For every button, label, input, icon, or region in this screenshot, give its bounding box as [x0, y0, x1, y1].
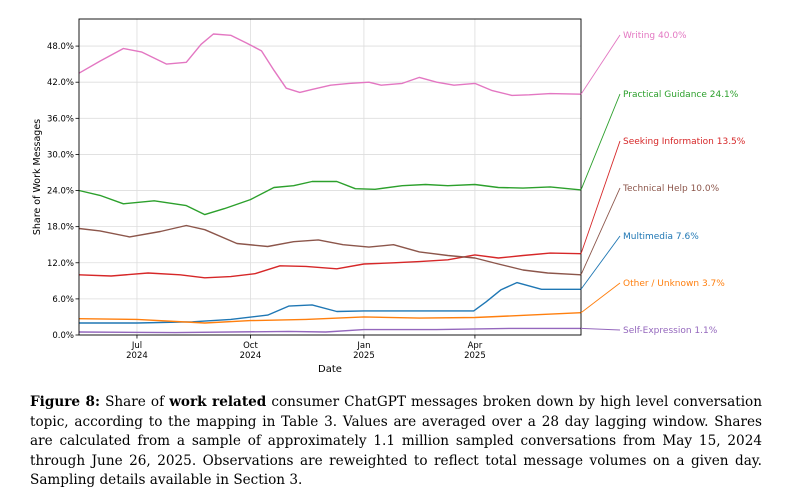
x-tick-label-year: 2025 [464, 351, 486, 361]
x-tick-label-year: 2025 [353, 351, 375, 361]
series-end-label: Practical Guidance 24.1% [623, 90, 739, 100]
caption-bold-text: work related [169, 394, 267, 410]
y-tick-label: 12.0% [47, 259, 74, 269]
series-end-label: Technical Help 10.0% [622, 184, 720, 194]
x-tick-label-month: Jan [356, 341, 370, 351]
caption-figure-label: Figure 8: [30, 394, 100, 410]
caption-text-before: Share of [100, 394, 170, 410]
series-lines [78, 33, 582, 334]
y-axis: 0.0% 6.0% 12.0% 18.0% 24.0% 30.0% 36.0% 42.0% 48… [47, 42, 79, 341]
line-chart: 0.0% 6.0% 12.0% 18.0% 24.0% 30.0% 36.0% 42.0% 48… [32, 18, 746, 375]
series-line-other-unknown [78, 312, 582, 324]
series-line-writing [78, 33, 582, 97]
series-line-technical-help [78, 224, 582, 276]
series-line-seeking-information [78, 252, 582, 279]
y-tick-label: 24.0% [47, 187, 74, 197]
leader-line [580, 282, 621, 314]
y-axis-label: Share of Work Messages [32, 119, 43, 235]
y-tick-label: 18.0% [47, 223, 74, 233]
series-end-label: Writing 40.0% [623, 31, 687, 41]
series-end-label: Other / Unknown 3.7% [623, 279, 725, 289]
leader-line [580, 235, 621, 290]
series-line-multimedia [79, 281, 581, 324]
series-end-label: Self-Expression 1.1% [623, 326, 718, 336]
series-end-label: Seeking Information 13.5% [623, 137, 746, 147]
series-line-practical-guidance [78, 180, 582, 216]
series-end-labels: Writing 40.0% Practical Guidance 24.1% See… [580, 31, 746, 336]
y-tick-label: 36.0% [47, 114, 74, 124]
leader-line [580, 187, 621, 275]
y-tick-label: 42.0% [47, 78, 74, 88]
figure-caption: Figure 8: Share of work related consumer… [30, 393, 762, 491]
y-tick-label: 6.0% [52, 295, 74, 305]
x-tick-label-month: Jul [131, 341, 142, 351]
x-tick-label-year: 2024 [126, 351, 148, 361]
series-end-label: Multimedia 7.6% [623, 232, 699, 242]
caption-text-after: consumer ChatGPT messages broken down by… [30, 394, 762, 488]
plot-frame [78, 18, 582, 336]
x-axis-label: Date [318, 364, 342, 375]
gridlines [79, 19, 581, 336]
leader-line [580, 93, 621, 191]
leader-line [580, 140, 621, 254]
x-tick-label-month: Oct [243, 341, 258, 351]
x-tick-label-month: Apr [468, 341, 483, 351]
y-tick-label: 30.0% [47, 150, 74, 160]
y-tick-label: 0.0% [52, 331, 74, 341]
x-tick-label-year: 2024 [240, 351, 262, 361]
leader-line [580, 327, 621, 331]
y-tick-label: 48.0% [47, 42, 74, 52]
leader-line [580, 34, 621, 95]
series-line-self-expression [78, 327, 581, 334]
